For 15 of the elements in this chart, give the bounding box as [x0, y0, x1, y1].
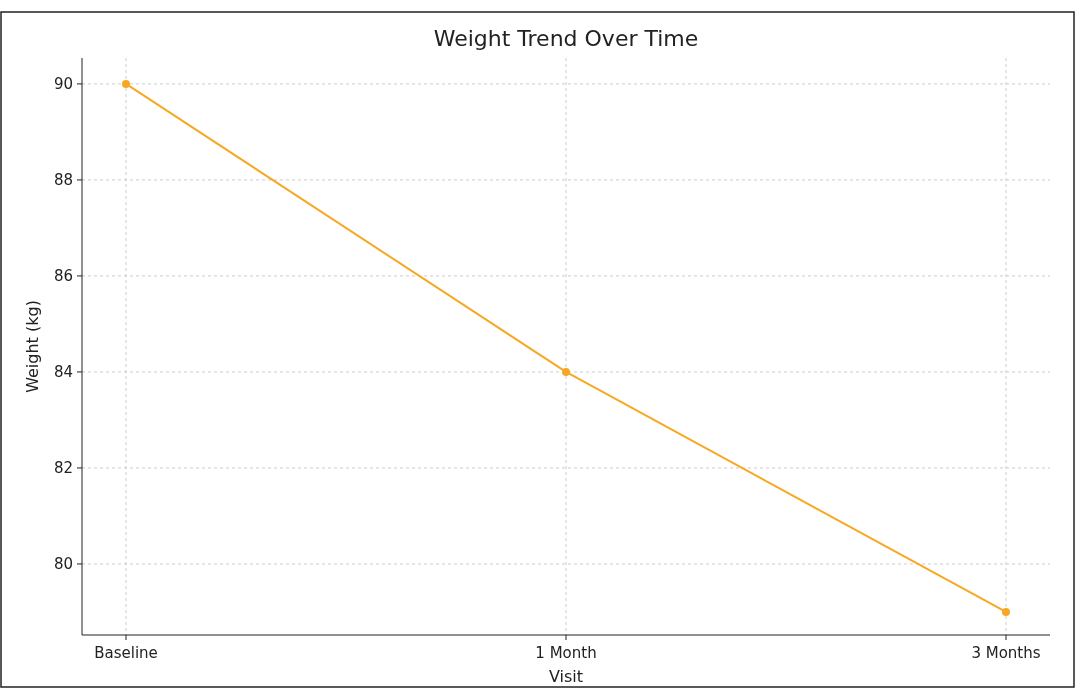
x-axis-title: Visit [548, 667, 584, 686]
point [562, 367, 570, 376]
x-tick-label: 3 Months [971, 644, 1041, 662]
point [122, 79, 130, 88]
x-tick-label: 1 Month [535, 644, 597, 662]
y-tick-label: 84 [53, 363, 73, 382]
y-tick-label: 90 [53, 75, 73, 94]
y-tick-label: 80 [53, 555, 73, 574]
y-tick-label: 82 [53, 459, 73, 478]
point [1002, 607, 1010, 616]
chart-title: Weight Trend Over Time [433, 26, 699, 51]
y-axis-title: Weight (kg) [23, 300, 42, 393]
y-tick-label: 86 [53, 267, 73, 286]
y-tick-label: 88 [53, 171, 73, 190]
x-tick-label: Baseline [94, 644, 158, 662]
